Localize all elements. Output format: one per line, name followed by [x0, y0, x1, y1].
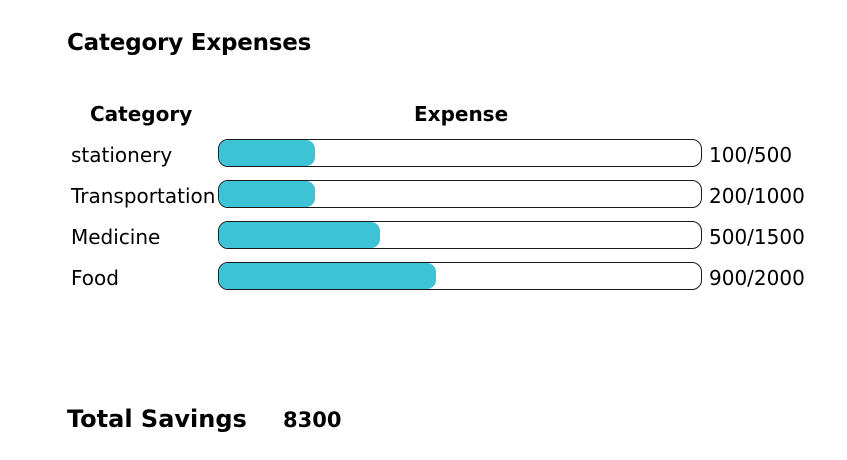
progress-bar [218, 221, 702, 249]
total-savings-label: Total Savings [67, 405, 247, 433]
expense-amount: 500/1500 [709, 225, 805, 249]
total-savings-value: 8300 [283, 408, 342, 432]
expense-row: Transportation 200/1000 [0, 180, 847, 212]
expense-column-header: Expense [414, 102, 509, 126]
expense-row: Food 900/2000 [0, 262, 847, 294]
expense-row: stationery 100/500 [0, 139, 847, 171]
expense-amount: 100/500 [709, 143, 793, 167]
progress-bar [218, 139, 702, 167]
progress-fill [219, 222, 380, 248]
category-label: Transportation [71, 184, 216, 208]
progress-fill [219, 263, 436, 289]
category-label: stationery [71, 143, 173, 167]
expense-row: Medicine 500/1500 [0, 221, 847, 253]
expense-amount: 200/1000 [709, 184, 805, 208]
progress-fill [219, 140, 316, 166]
category-column-header: Category [90, 102, 193, 126]
progress-bar [218, 180, 702, 208]
category-label: Medicine [71, 225, 161, 249]
page-title: Category Expenses [67, 30, 312, 56]
category-label: Food [71, 266, 119, 290]
progress-fill [219, 181, 316, 207]
progress-bar [218, 262, 702, 290]
expense-amount: 900/2000 [709, 266, 805, 290]
